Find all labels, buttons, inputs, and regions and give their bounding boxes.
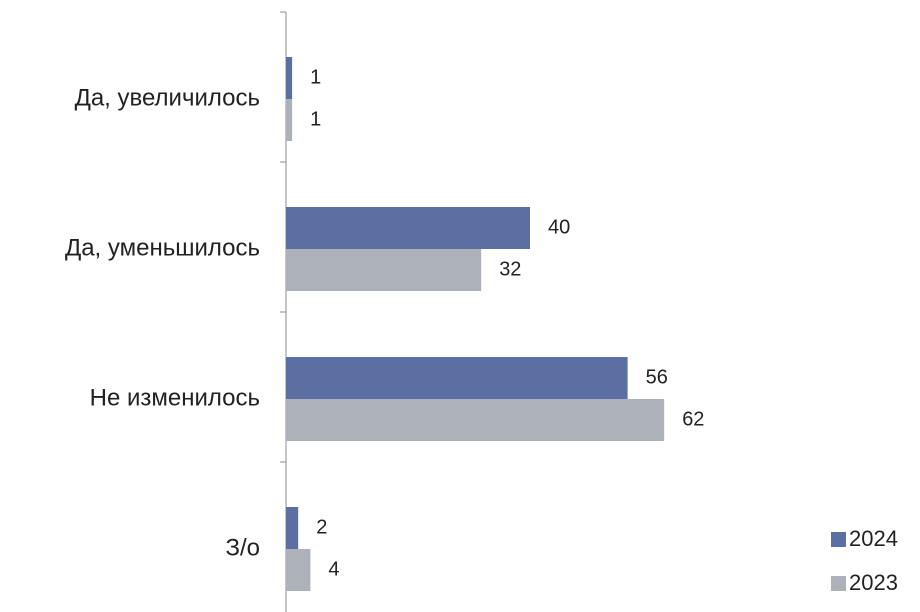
bar-2024-0 (286, 57, 293, 99)
data-label: 56 (646, 366, 668, 388)
bar-2023-2 (286, 399, 665, 441)
category-label: Да, увеличилось (75, 84, 260, 111)
bar-2024-3 (286, 507, 299, 549)
legend-label: 2024 (849, 526, 898, 551)
bar-2023-3 (286, 549, 311, 591)
axis (280, 11, 287, 612)
data-label: 62 (682, 408, 704, 430)
legend: 2024 2023 (831, 526, 898, 595)
category-label: Да, уменьшилось (65, 234, 260, 261)
data-label: 4 (328, 558, 339, 580)
data-label: 2 (316, 516, 327, 538)
legend-swatch-2023 (831, 576, 846, 591)
labels: Да, увеличилось 1 1 Да, уменьшилось 40 32 Не и… (65, 66, 705, 580)
legend-swatch-2024 (831, 532, 846, 547)
bar-2023-1 (286, 249, 482, 291)
bars (286, 57, 665, 591)
data-label: 1 (310, 66, 321, 88)
legend-label: 2023 (849, 570, 898, 595)
data-label: 40 (548, 216, 570, 238)
bar-2023-0 (286, 99, 293, 141)
category-label: З/о (225, 534, 260, 561)
bar-2024-2 (286, 357, 628, 399)
data-label: 32 (499, 258, 521, 280)
data-label: 1 (310, 108, 321, 130)
bar-2024-1 (286, 207, 530, 249)
category-label: Не изменилось (90, 384, 260, 411)
